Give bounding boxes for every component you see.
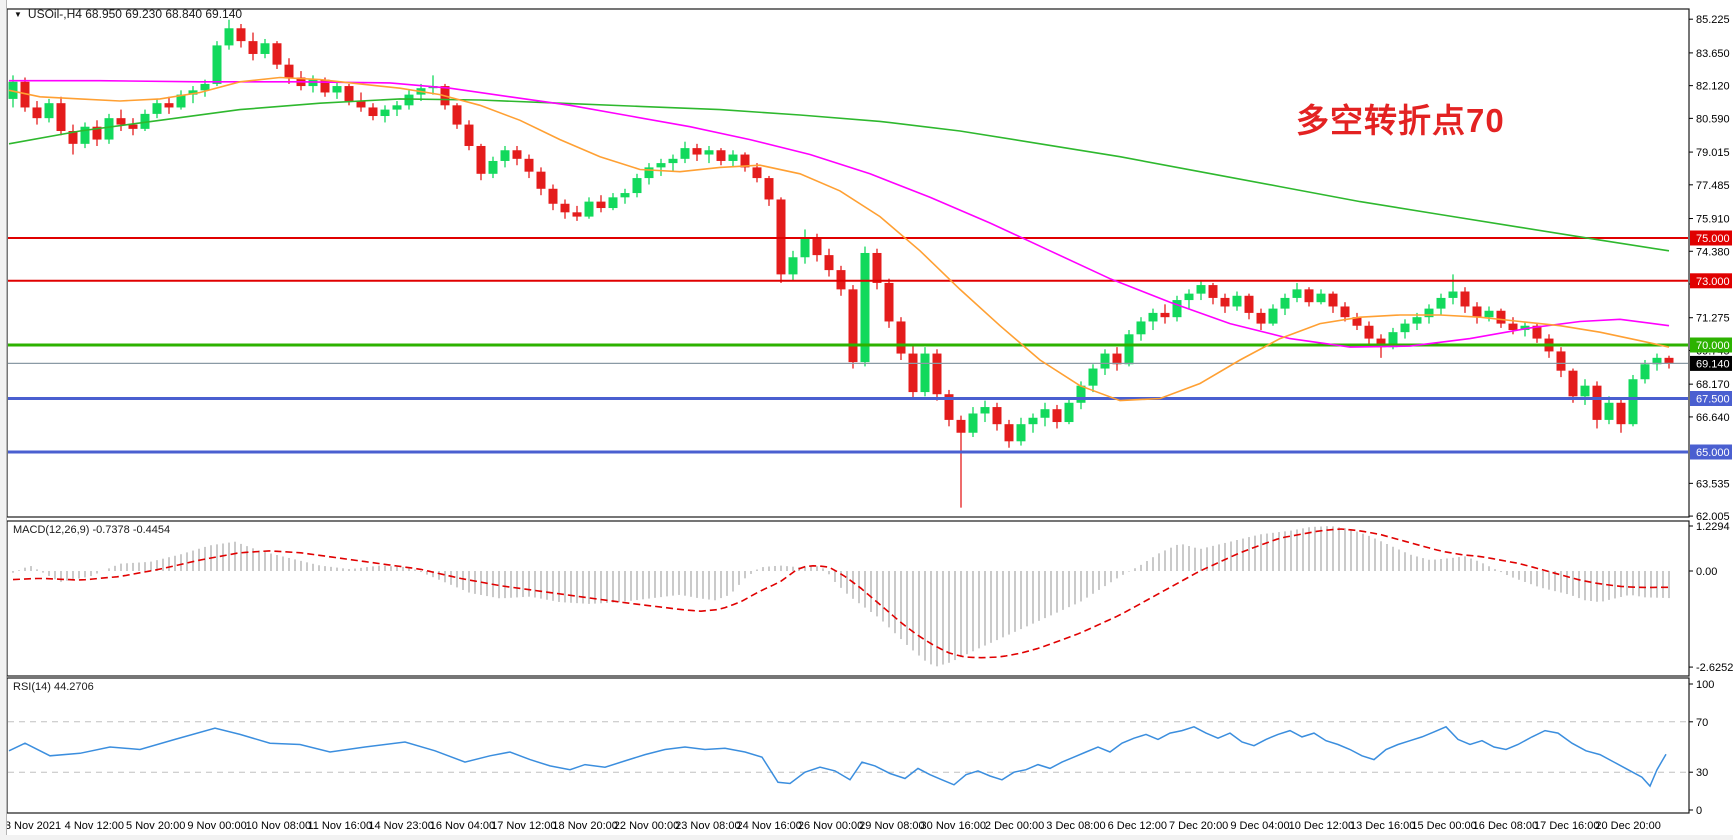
svg-text:17 Nov 12:00: 17 Nov 12:00 — [491, 820, 556, 832]
svg-text:10 Nov 08:00: 10 Nov 08:00 — [246, 820, 311, 832]
svg-text:70: 70 — [1696, 717, 1708, 729]
svg-text:74.380: 74.380 — [1696, 246, 1730, 258]
chart-dropdown-icon[interactable]: ▼ — [14, 9, 22, 19]
svg-text:16 Dec 08:00: 16 Dec 08:00 — [1473, 820, 1538, 832]
symbol-ohlc-label: ▼ USOil-,H4 68.950 69.230 68.840 69.140 — [14, 7, 242, 21]
rsi-indicator-label: RSI(14) 44.2706 — [13, 681, 94, 693]
svg-text:68.170: 68.170 — [1696, 379, 1730, 391]
svg-text:85.225: 85.225 — [1696, 14, 1730, 26]
svg-text:15 Dec 00:00: 15 Dec 00:00 — [1411, 820, 1476, 832]
svg-text:6 Dec 12:00: 6 Dec 12:00 — [1108, 820, 1167, 832]
svg-text:66.640: 66.640 — [1696, 412, 1730, 424]
svg-text:0.00: 0.00 — [1696, 566, 1717, 578]
svg-text:4 Nov 12:00: 4 Nov 12:00 — [65, 820, 124, 832]
svg-text:63.535: 63.535 — [1696, 478, 1730, 490]
svg-text:24 Nov 16:00: 24 Nov 16:00 — [736, 820, 801, 832]
svg-text:3 Dec 08:00: 3 Dec 08:00 — [1046, 820, 1105, 832]
svg-text:100: 100 — [1696, 679, 1714, 691]
svg-text:0: 0 — [1696, 805, 1702, 817]
svg-text:62.005: 62.005 — [1696, 511, 1730, 523]
svg-text:2 Dec 00:00: 2 Dec 00:00 — [985, 820, 1044, 832]
svg-text:70.000: 70.000 — [1696, 340, 1730, 352]
svg-text:3 Nov 2021: 3 Nov 2021 — [5, 820, 61, 832]
svg-text:23 Nov 08:00: 23 Nov 08:00 — [675, 820, 740, 832]
svg-text:1.2294: 1.2294 — [1696, 521, 1730, 533]
svg-text:22 Nov 00:00: 22 Nov 00:00 — [614, 820, 679, 832]
svg-text:83.650: 83.650 — [1696, 48, 1730, 60]
svg-text:82.120: 82.120 — [1696, 81, 1730, 93]
chart-text-annotation: 多空转折点70 — [1296, 102, 1505, 139]
svg-text:26 Nov 00:00: 26 Nov 00:00 — [798, 820, 863, 832]
svg-text:75.000: 75.000 — [1696, 233, 1730, 245]
svg-text:77.485: 77.485 — [1696, 180, 1730, 192]
svg-text:7 Dec 20:00: 7 Dec 20:00 — [1169, 820, 1228, 832]
svg-text:65.000: 65.000 — [1696, 447, 1730, 459]
window-bottom-edge — [0, 835, 1733, 840]
svg-text:30 Nov 16:00: 30 Nov 16:00 — [921, 820, 986, 832]
svg-text:79.015: 79.015 — [1696, 147, 1730, 159]
svg-text:67.500: 67.500 — [1696, 394, 1730, 406]
svg-text:14 Nov 23:00: 14 Nov 23:00 — [368, 820, 433, 832]
svg-text:16 Nov 04:00: 16 Nov 04:00 — [430, 820, 495, 832]
svg-text:9 Nov 00:00: 9 Nov 00:00 — [187, 820, 246, 832]
window-left-edge — [0, 0, 7, 840]
svg-text:73.000: 73.000 — [1696, 276, 1730, 288]
svg-text:17 Dec 16:00: 17 Dec 16:00 — [1534, 820, 1599, 832]
svg-text:75.910: 75.910 — [1696, 214, 1730, 226]
symbol-ohlc-text: USOil-,H4 68.950 69.230 68.840 69.140 — [27, 7, 243, 21]
svg-text:71.275: 71.275 — [1696, 313, 1730, 325]
svg-text:-2.6252: -2.6252 — [1696, 662, 1733, 674]
svg-text:13 Dec 16:00: 13 Dec 16:00 — [1350, 820, 1415, 832]
svg-text:69.140: 69.140 — [1696, 358, 1730, 370]
svg-text:80.590: 80.590 — [1696, 113, 1730, 125]
svg-text:29 Nov 08:00: 29 Nov 08:00 — [859, 820, 924, 832]
svg-text:30: 30 — [1696, 767, 1708, 779]
svg-text:9 Dec 04:00: 9 Dec 04:00 — [1230, 820, 1289, 832]
svg-text:11 Nov 16:00: 11 Nov 16:00 — [307, 820, 372, 832]
svg-text:10 Dec 12:00: 10 Dec 12:00 — [1289, 820, 1354, 832]
macd-indicator-label: MACD(12,26,9) -0.7378 -0.4454 — [13, 524, 171, 536]
svg-text:18 Nov 20:00: 18 Nov 20:00 — [552, 820, 617, 832]
svg-text:5 Nov 20:00: 5 Nov 20:00 — [126, 820, 185, 832]
svg-text:20 Dec 20:00: 20 Dec 20:00 — [1595, 820, 1660, 832]
